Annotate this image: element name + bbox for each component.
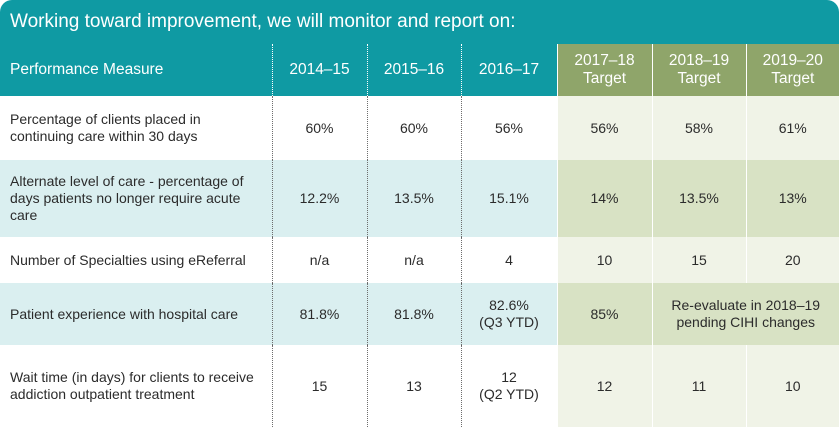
- header-target-2019-year: 2019–20: [762, 52, 823, 69]
- header-year-2014: 2014–15: [271, 44, 367, 96]
- value-cell: 12.2%: [271, 160, 367, 237]
- header-target-2017: 2017–18 Target: [556, 44, 652, 96]
- header-year-2015: 2015–16: [366, 44, 461, 96]
- performance-table: Performance Measure 2014–15 2015–16 2016…: [0, 44, 839, 427]
- value-cell: 60%: [366, 96, 461, 160]
- measure-cell: Percentage of clients placed in continui…: [0, 96, 272, 160]
- target-cell: 10: [745, 345, 839, 427]
- measure-cell: Patient experience with hospital care: [0, 283, 272, 345]
- value-main: 82.6%: [489, 297, 529, 313]
- table-row: Alternate level of care - percentage of …: [0, 160, 839, 237]
- measure-cell: Wait time (in days) for clients to recei…: [0, 345, 272, 427]
- target-note-cell: Re-evaluate in 2018–19 pending CIHI chan…: [651, 283, 839, 345]
- header-target-2017-year: 2017–18: [574, 52, 635, 69]
- target-cell: 13.5%: [651, 160, 746, 237]
- value-note: (Q2 YTD): [479, 386, 539, 402]
- value-cell: 13.5%: [366, 160, 461, 237]
- target-cell: 58%: [651, 96, 746, 160]
- value-cell: 15.1%: [460, 160, 557, 237]
- banner-title: Working toward improvement, we will moni…: [0, 0, 839, 44]
- table-row: Patient experience with hospital care 81…: [0, 283, 839, 345]
- measure-cell: Alternate level of care - percentage of …: [0, 160, 272, 237]
- measure-cell: Number of Specialties using eReferral: [0, 237, 272, 283]
- value-main: 12: [501, 369, 517, 385]
- target-cell: 85%: [556, 283, 652, 345]
- header-target-2018-label: Target: [677, 70, 721, 87]
- value-cell: 60%: [271, 96, 367, 160]
- value-note: (Q3 YTD): [479, 314, 539, 330]
- value-cell: n/a: [271, 237, 367, 283]
- table-row: Wait time (in days) for clients to recei…: [0, 345, 839, 427]
- header-target-2019: 2019–20 Target: [745, 44, 839, 96]
- target-cell: 61%: [745, 96, 839, 160]
- target-cell: 12: [556, 345, 652, 427]
- value-cell: 82.6% (Q3 YTD): [460, 283, 557, 345]
- value-cell: 81.8%: [271, 283, 367, 345]
- header-target-2019-label: Target: [771, 70, 815, 87]
- target-cell: 13%: [745, 160, 839, 237]
- value-cell: 13: [366, 345, 461, 427]
- target-cell: 10: [556, 237, 652, 283]
- target-cell: 14%: [556, 160, 652, 237]
- target-cell: 15: [651, 237, 746, 283]
- header-year-2016: 2016–17: [460, 44, 557, 96]
- value-cell: n/a: [366, 237, 461, 283]
- value-cell: 56%: [460, 96, 557, 160]
- target-cell: 56%: [556, 96, 652, 160]
- value-cell: 4: [460, 237, 557, 283]
- header-row: Performance Measure 2014–15 2015–16 2016…: [0, 44, 839, 96]
- header-target-2017-label: Target: [582, 70, 627, 87]
- value-cell: 12 (Q2 YTD): [460, 345, 557, 427]
- value-cell: 81.8%: [366, 283, 461, 345]
- value-cell: 15: [271, 345, 367, 427]
- table-row: Percentage of clients placed in continui…: [0, 96, 839, 160]
- header-target-2018-year: 2018–19: [668, 52, 730, 69]
- table-row: Number of Specialties using eReferral n/…: [0, 237, 839, 283]
- target-cell: 20: [745, 237, 839, 283]
- target-cell: 11: [651, 345, 746, 427]
- header-target-2018: 2018–19 Target: [651, 44, 746, 96]
- header-measure: Performance Measure: [0, 44, 272, 96]
